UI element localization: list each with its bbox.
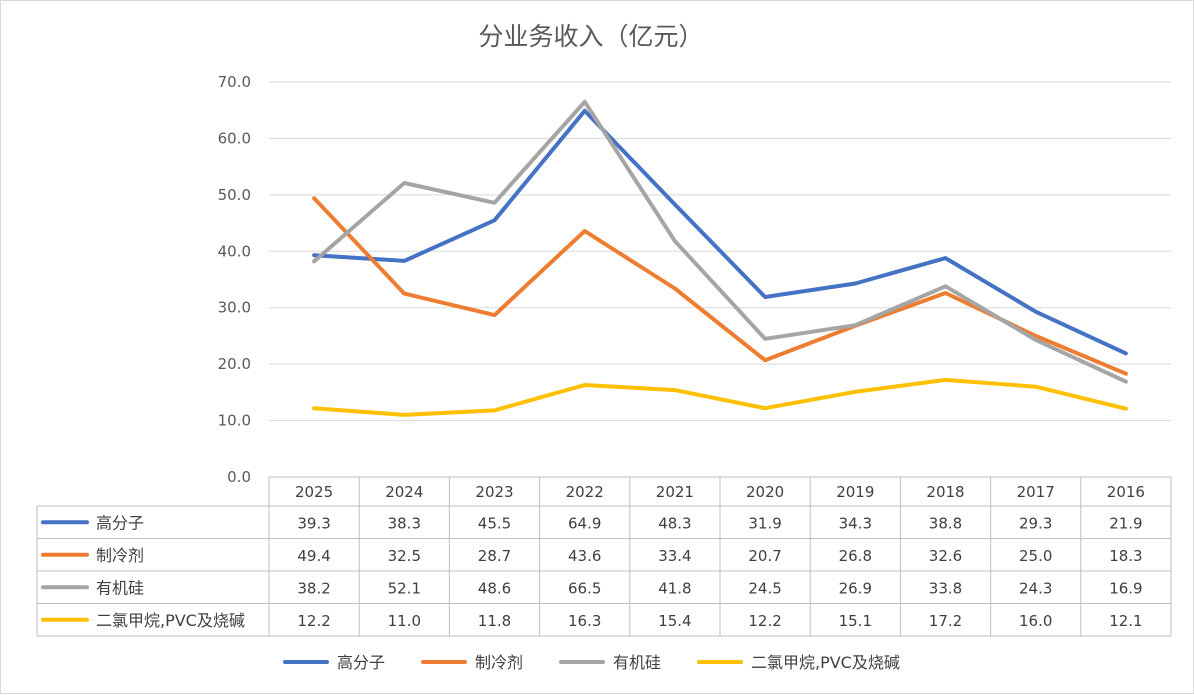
x-category-label: 2023: [475, 483, 513, 501]
y-tick-label: 60.0: [218, 129, 251, 147]
table-cell-value: 16.9: [1109, 579, 1142, 597]
table-cell-value: 39.3: [297, 514, 330, 532]
series-lines: [312, 99, 1128, 417]
table-cell-value: 29.3: [1019, 514, 1052, 532]
table-cell-value: 16.0: [1019, 612, 1052, 630]
table-cell-value: 48.6: [478, 579, 511, 597]
table-cell-value: 26.9: [839, 579, 872, 597]
table-cell-value: 32.5: [388, 547, 421, 565]
y-tick-label: 10.0: [218, 412, 251, 430]
table-cell-value: 33.4: [658, 547, 691, 565]
x-category-label: 2025: [295, 483, 333, 501]
y-tick-label: 70.0: [218, 73, 251, 91]
table-cell-value: 16.3: [568, 612, 601, 630]
y-axis-ticks: 0.0 10.0 20.0 30.0 40.0 50.0 60.0 70.0: [218, 73, 251, 486]
x-category-label: 2021: [656, 483, 694, 501]
table-cell-value: 20.7: [748, 547, 781, 565]
y-tick-label: 0.0: [227, 468, 251, 486]
y-tick-label: 20.0: [218, 355, 251, 373]
table-cell-value: 11.8: [478, 612, 511, 630]
x-category-label: 2016: [1107, 483, 1145, 501]
table-cell-value: 43.6: [568, 547, 601, 565]
x-category-label: 2024: [385, 483, 423, 501]
table-cell-value: 45.5: [478, 514, 511, 532]
series-line: [312, 377, 1128, 417]
legend-label: 二氯甲烷,PVC及烧碱: [751, 653, 900, 672]
table-cell-value: 12.2: [748, 612, 781, 630]
series-name-label: 二氯甲烷,PVC及烧碱: [96, 611, 245, 630]
legend-label: 有机硅: [613, 653, 661, 672]
chart-title: 分业务收入（亿元）: [478, 22, 703, 51]
x-category-label: 2022: [566, 483, 604, 501]
table-cell-value: 38.3: [388, 514, 421, 532]
series-line: [312, 196, 1128, 376]
x-category-label: 2018: [926, 483, 964, 501]
y-tick-label: 30.0: [218, 299, 251, 317]
table-cell-value: 18.3: [1109, 547, 1142, 565]
table-cell-value: 38.8: [929, 514, 962, 532]
gridlines: [269, 81, 1171, 422]
series-name-label: 高分子: [96, 513, 144, 532]
table-cell-value: 12.1: [1109, 612, 1142, 630]
table-cell-value: 21.9: [1109, 514, 1142, 532]
table-cell-value: 66.5: [568, 579, 601, 597]
table-cell-value: 49.4: [297, 547, 330, 565]
legend-label: 制冷剂: [475, 653, 523, 672]
table-cell-value: 41.8: [658, 579, 691, 597]
x-category-label: 2017: [1017, 483, 1055, 501]
series-name-label: 有机硅: [96, 578, 144, 597]
table-cell-value: 15.1: [839, 612, 872, 630]
series-line: [312, 99, 1128, 384]
series-line: [312, 108, 1128, 356]
table-cell-value: 64.9: [568, 514, 601, 532]
table-cell-value: 17.2: [929, 612, 962, 630]
table-cell-value: 28.7: [478, 547, 511, 565]
table-cell-value: 24.3: [1019, 579, 1052, 597]
table-cell-value: 38.2: [297, 579, 330, 597]
x-category-label: 2020: [746, 483, 784, 501]
table-cell-value: 34.3: [839, 514, 872, 532]
table-cell-value: 32.6: [929, 547, 962, 565]
legend-label: 高分子: [337, 653, 385, 672]
table-cell-value: 24.5: [748, 579, 781, 597]
table-cell-value: 31.9: [748, 514, 781, 532]
table-cell-value: 15.4: [658, 612, 691, 630]
x-category-label: 2019: [836, 483, 874, 501]
table-cell-value: 26.8: [839, 547, 872, 565]
table-cell-value: 12.2: [297, 612, 330, 630]
table-cell-value: 33.8: [929, 579, 962, 597]
legend: 高分子 制冷剂 有机硅 二氯甲烷,PVC及烧碱: [283, 653, 900, 672]
y-tick-label: 50.0: [218, 186, 251, 204]
table-cell-value: 11.0: [388, 612, 421, 630]
table-cell-value: 48.3: [658, 514, 691, 532]
table-cell-value: 52.1: [388, 579, 421, 597]
data-table: 2025 2024 2023 2022 2021 2020 2019 2018 2017 2016…: [36, 476, 1172, 637]
y-tick-label: 40.0: [218, 242, 251, 260]
table-cell-value: 25.0: [1019, 547, 1052, 565]
series-name-label: 制冷剂: [96, 546, 144, 565]
